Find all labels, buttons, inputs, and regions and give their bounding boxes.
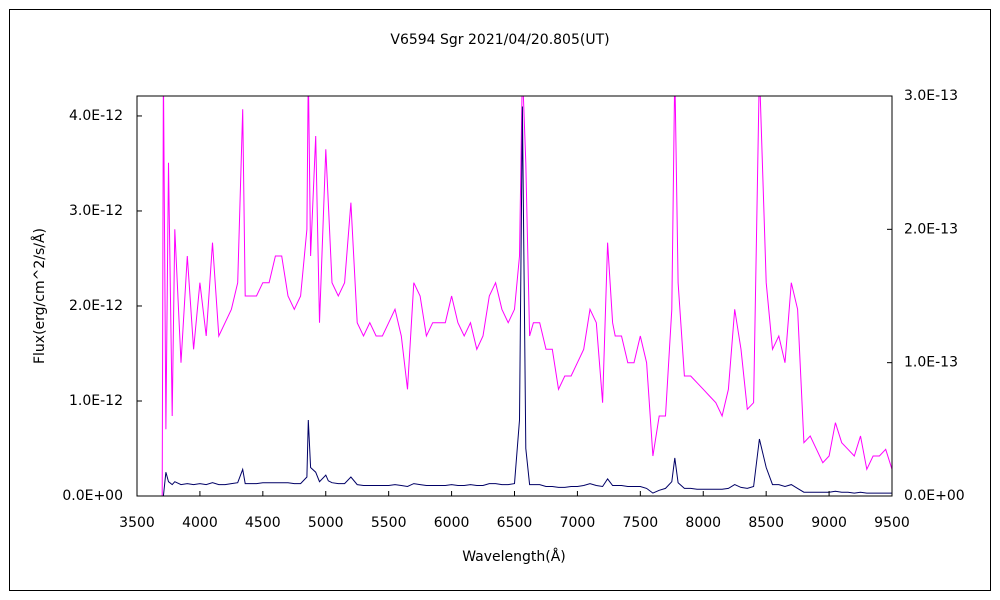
plot-area (161, 96, 892, 496)
x-tick-label: 8000 (685, 515, 721, 531)
spectrum-line (161, 96, 892, 496)
x-tick-label: 9500 (874, 515, 910, 531)
x-tick-label: 6000 (434, 515, 470, 531)
x-tick-label: 6500 (497, 515, 533, 531)
x-tick-label: 8500 (748, 515, 784, 531)
y-tick-label: 4.0E-12 (69, 108, 123, 124)
y-axis-label: Flux(erg/cm^2/s/Å) (31, 228, 48, 364)
y-tick-label: 1.0E-12 (69, 393, 123, 409)
x-tick-label: 9000 (811, 515, 847, 531)
y2-tick-label: 3.0E-13 (904, 88, 958, 104)
y2-tick-label: 1.0E-13 (904, 355, 958, 371)
x-tick-label: 5500 (371, 515, 407, 531)
x-tick-label: 7500 (623, 515, 659, 531)
chart-title: V6594 Sgr 2021/04/20.805(UT) (390, 32, 609, 48)
x-axis-label: Wavelength(Å) (462, 548, 566, 565)
x-tick-label: 7000 (560, 515, 596, 531)
x-tick-label: 5000 (308, 515, 344, 531)
x-tick-label: 4000 (182, 515, 218, 531)
y2-tick-label: 2.0E-13 (904, 221, 958, 237)
y2-tick-label: 0.0E+00 (904, 488, 965, 504)
y-tick-label: 3.0E-12 (69, 203, 123, 219)
x-tick-label: 3500 (119, 515, 155, 531)
y-tick-label: 0.0E+00 (62, 488, 123, 504)
y-tick-label: 2.0E-12 (69, 298, 123, 314)
spectrum-line (162, 106, 892, 496)
x-tick-label: 4500 (245, 515, 281, 531)
